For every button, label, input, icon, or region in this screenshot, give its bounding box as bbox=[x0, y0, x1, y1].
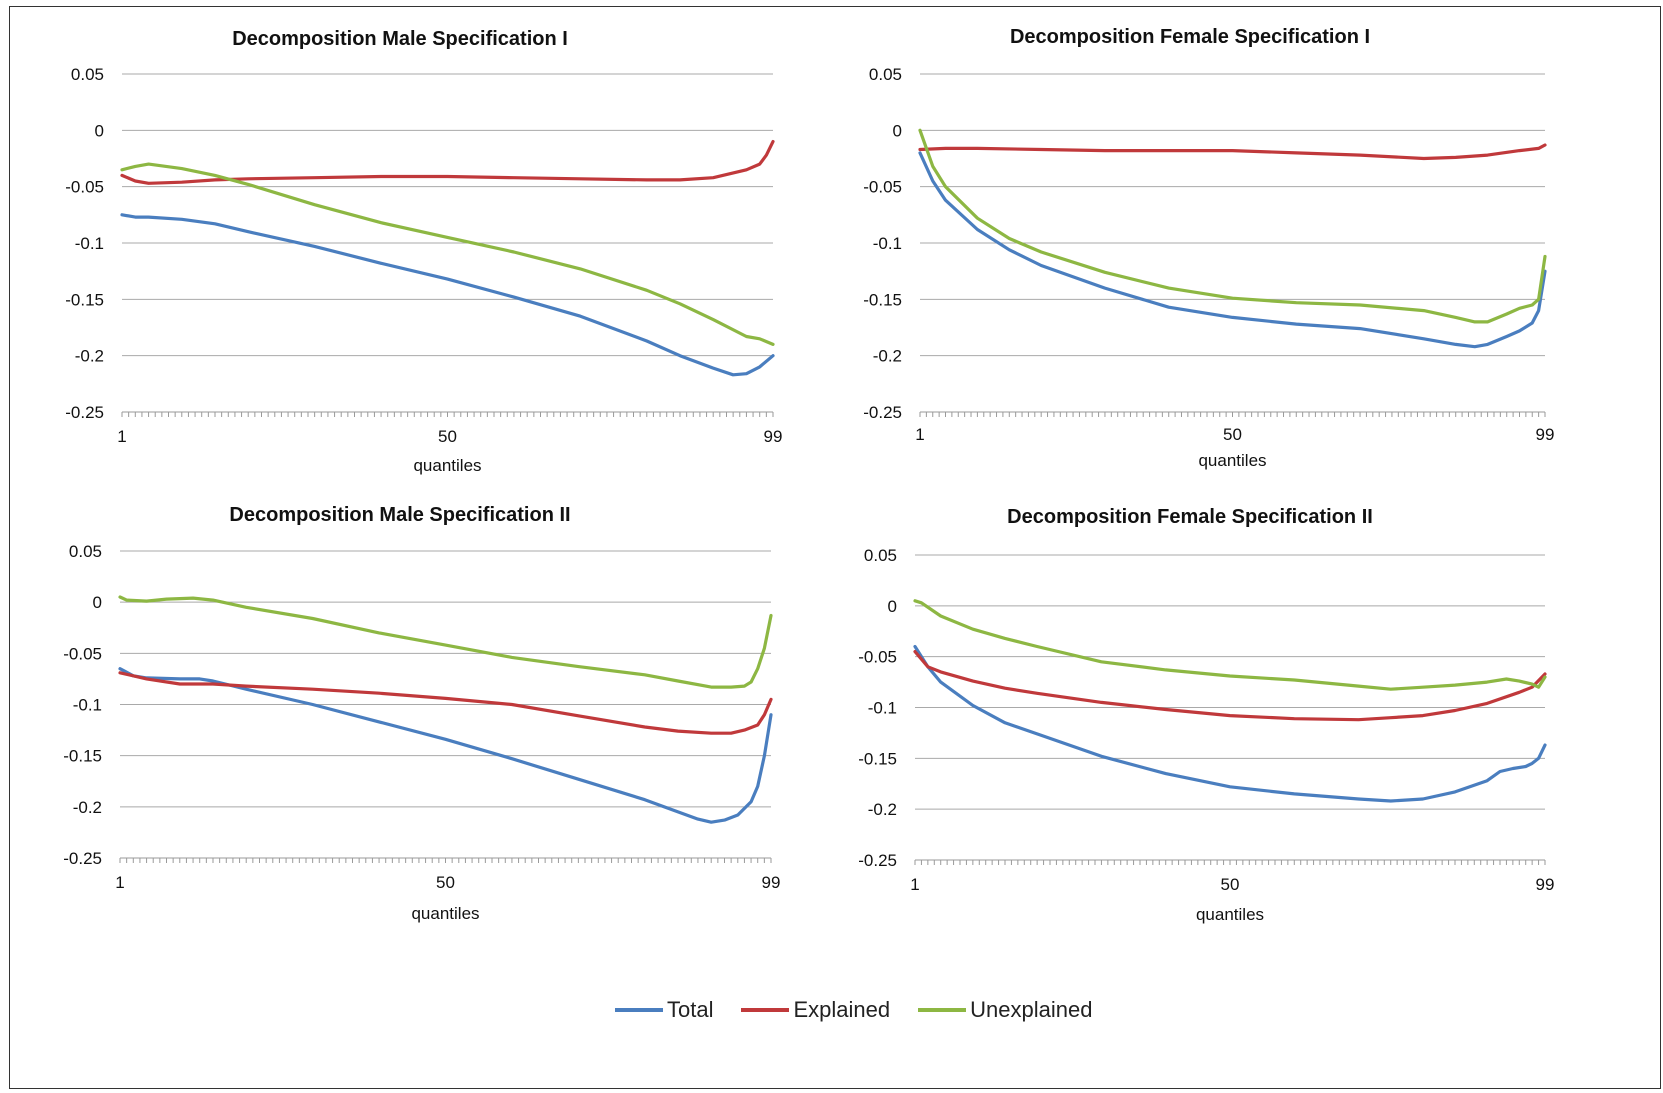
x-tick-label: 99 bbox=[762, 873, 781, 892]
legend-label-unexplained: Unexplained bbox=[970, 997, 1093, 1022]
y-tick-label: -0.15 bbox=[858, 749, 897, 768]
y-tick-label: -0.25 bbox=[858, 851, 897, 870]
y-tick-label: -0.15 bbox=[63, 747, 102, 766]
y-tick-label: 0 bbox=[95, 121, 104, 140]
y-tick-label: 0.05 bbox=[864, 546, 897, 565]
y-tick-label: -0.25 bbox=[863, 403, 902, 422]
series-line-total bbox=[918, 151, 1547, 349]
y-tick-label: -0.1 bbox=[73, 696, 102, 715]
legend-label-total: Total bbox=[667, 997, 714, 1022]
y-tick-label: -0.2 bbox=[873, 347, 902, 366]
x-tick-label: 99 bbox=[1536, 875, 1555, 894]
figure-frame bbox=[9, 6, 1661, 1089]
legend: Total Explained Unexplained bbox=[615, 995, 1092, 1025]
series-line-unexplained bbox=[918, 128, 1547, 324]
series-line-unexplained bbox=[120, 162, 775, 346]
y-tick-label: -0.15 bbox=[863, 290, 902, 309]
x-axis-label: quantiles bbox=[411, 904, 479, 923]
x-tick-label: 50 bbox=[438, 427, 457, 446]
y-tick-label: -0.25 bbox=[63, 849, 102, 868]
chart-title: Decomposition Female Specification I bbox=[1010, 26, 1370, 48]
legend-item-unexplained: Unexplained bbox=[918, 997, 1092, 1023]
x-tick-label: 1 bbox=[117, 427, 126, 446]
chart-title: Decomposition Male Specification I bbox=[232, 28, 568, 50]
x-tick-label: 50 bbox=[1221, 875, 1240, 894]
legend-item-total: Total bbox=[615, 997, 713, 1023]
series-line-explained bbox=[918, 143, 1547, 161]
x-axis-label: quantiles bbox=[1196, 905, 1264, 924]
y-tick-label: -0.2 bbox=[73, 798, 102, 817]
series-line-unexplained bbox=[913, 599, 1547, 691]
y-tick-label: -0.2 bbox=[868, 800, 897, 819]
y-tick-label: 0 bbox=[888, 597, 897, 616]
y-tick-label: -0.1 bbox=[873, 234, 902, 253]
legend-swatch-unexplained bbox=[918, 1008, 967, 1012]
y-tick-label: -0.05 bbox=[65, 178, 104, 197]
x-tick-label: 99 bbox=[1536, 425, 1555, 444]
legend-swatch-total bbox=[615, 1008, 663, 1012]
series-line-explained bbox=[913, 649, 1547, 722]
chart-title: Decomposition Female Specification II bbox=[1007, 506, 1373, 528]
y-tick-label: -0.05 bbox=[858, 648, 897, 667]
series-line-unexplained bbox=[118, 595, 773, 689]
y-tick-label: -0.15 bbox=[65, 290, 104, 309]
x-tick-label: 1 bbox=[115, 873, 124, 892]
y-tick-label: -0.05 bbox=[63, 644, 102, 663]
series-line-total bbox=[120, 213, 775, 377]
x-axis-label: quantiles bbox=[413, 456, 481, 475]
x-axis-label: quantiles bbox=[1198, 451, 1266, 470]
series-line-explained bbox=[118, 671, 773, 735]
y-tick-label: 0.05 bbox=[71, 65, 104, 84]
y-tick-label: -0.25 bbox=[65, 403, 104, 422]
y-tick-label: 0 bbox=[93, 593, 102, 612]
y-tick-label: -0.1 bbox=[868, 699, 897, 718]
legend-item-explained: Explained bbox=[741, 997, 890, 1023]
series-line-total bbox=[118, 667, 773, 824]
x-tick-label: 1 bbox=[910, 875, 919, 894]
legend-label-explained: Explained bbox=[793, 997, 891, 1022]
x-tick-label: 1 bbox=[915, 425, 924, 444]
y-tick-label: -0.2 bbox=[75, 347, 104, 366]
y-tick-label: -0.1 bbox=[75, 234, 104, 253]
y-tick-label: 0.05 bbox=[869, 65, 902, 84]
y-tick-label: 0 bbox=[893, 121, 902, 140]
y-tick-label: -0.05 bbox=[863, 178, 902, 197]
y-tick-label: 0.05 bbox=[69, 542, 102, 561]
x-tick-label: 50 bbox=[1223, 425, 1242, 444]
x-tick-label: 99 bbox=[764, 427, 783, 446]
series-line-explained bbox=[120, 140, 775, 185]
series-line-total bbox=[913, 644, 1547, 803]
chart-title: Decomposition Male Specification II bbox=[229, 504, 570, 526]
legend-swatch-explained bbox=[741, 1008, 790, 1012]
x-tick-label: 50 bbox=[436, 873, 455, 892]
